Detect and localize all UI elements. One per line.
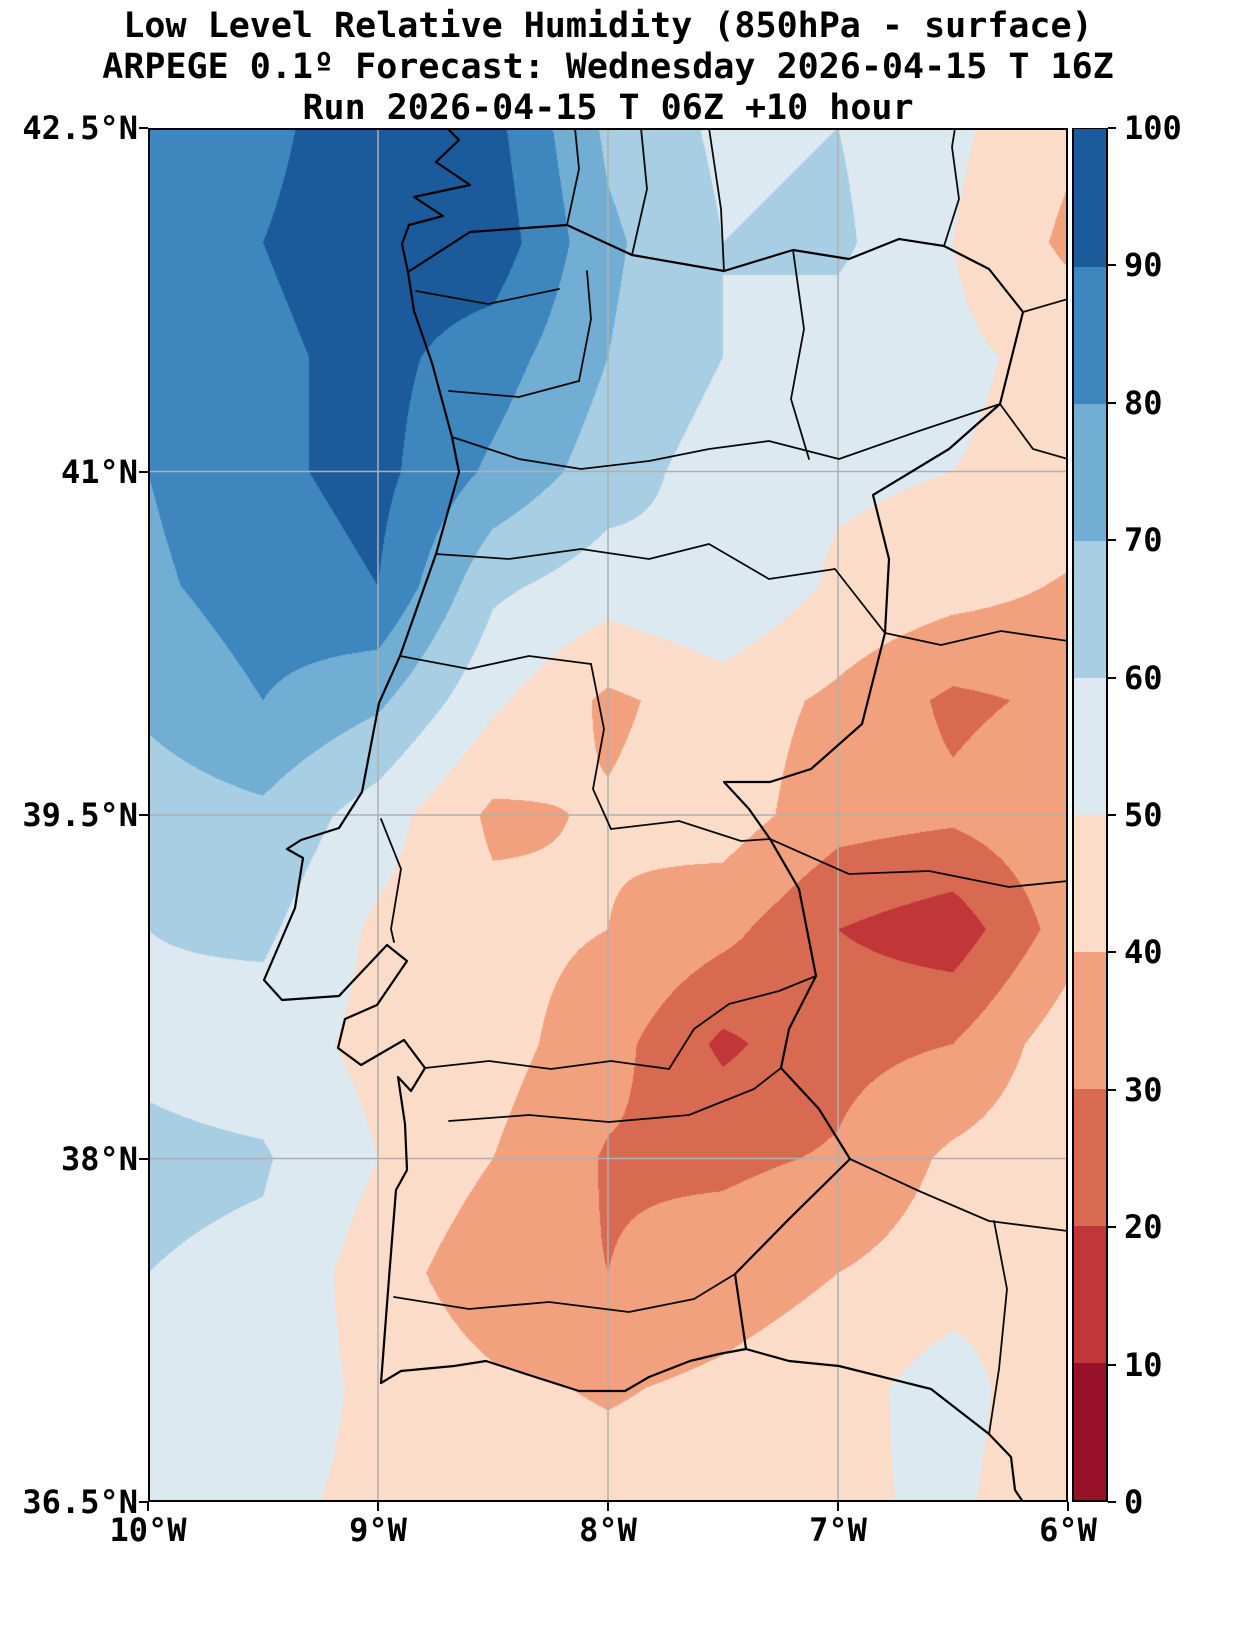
y-axis-tick-label: 39.5°N [22,796,138,834]
colorbar-segment [1074,129,1106,267]
x-axis-tick-label: 6°W [1039,1511,1097,1549]
colorbar-tick-label: 60 [1124,658,1163,697]
colorbar-tick-label: 80 [1124,383,1163,422]
map-plot [148,128,1068,1502]
x-axis-tick [837,1502,839,1511]
colorbar-tick [1108,951,1116,954]
y-axis-tick-label: 38°N [60,1139,138,1178]
colorbar [1072,128,1108,1502]
colorbar-segment [1074,1225,1106,1363]
chart-forecast-subtitle: ARPEGE 0.1º Forecast: Wednesday 2026-04-… [102,47,1114,87]
colorbar-tick [1108,1088,1116,1091]
country-border-path [406,223,1025,1351]
y-axis-tick [139,1157,148,1160]
y-axis-tick [139,1501,148,1503]
x-axis-tick-label: 8°W [579,1511,637,1549]
colorbar-segment [1074,403,1106,541]
colorbar-tick [1108,264,1116,267]
colorbar-segment [1074,677,1106,815]
colorbar-tick-label: 70 [1124,521,1163,560]
colorbar-tick [1108,1501,1116,1503]
colorbar-tick-label: 20 [1124,1208,1163,1247]
colorbar-segment [1074,1088,1106,1226]
colorbar-tick-label: 50 [1124,796,1163,834]
x-axis-tick-label: 10°W [109,1511,187,1549]
coastline-path [262,128,1025,1502]
colorbar-tick [1108,401,1116,404]
y-axis-tick-label: 41°N [60,452,138,491]
colorbar-tick-label: 10 [1124,1345,1163,1384]
basemap-overlay [148,128,1068,1502]
colorbar-tick [1108,539,1116,542]
colorbar-tick [1108,1226,1116,1229]
colorbar-segment [1074,814,1106,952]
colorbar-segment [1074,540,1106,678]
colorbar-tick [1108,676,1116,679]
x-axis-tick [147,1502,149,1511]
colorbar-tick-label: 30 [1124,1070,1163,1109]
colorbar-tick [1108,1363,1116,1366]
x-axis-tick-label: 7°W [809,1511,867,1549]
x-axis-tick [607,1502,609,1511]
colorbar-tick-label: 0 [1124,1483,1144,1521]
colorbar-tick-label: 100 [1124,109,1182,147]
y-axis-tick [139,470,148,473]
colorbar-segment [1074,951,1106,1089]
colorbar-segment [1074,1362,1106,1500]
y-axis-tick-label: 42.5°N [22,109,138,147]
colorbar-tick-label: 40 [1124,933,1163,972]
colorbar-segment [1074,266,1106,404]
colorbar-tick [1108,814,1116,816]
colorbar-tick-label: 90 [1124,246,1163,285]
colorbar-tick [1108,127,1116,129]
x-axis-tick [1067,1502,1069,1511]
chart-title: Low Level Relative Humidity (850hPa - su… [123,6,1093,46]
y-axis-tick [139,814,148,816]
map-frame [148,128,1068,1502]
x-axis-tick [377,1502,379,1511]
district-boundaries [380,128,1068,1435]
grid-lines [148,128,1068,1502]
x-axis-tick-label: 9°W [349,1511,407,1549]
chart-run-subtitle: Run 2026-04-15 T 06Z +10 hour [302,88,914,128]
y-axis-tick [139,127,148,129]
y-axis-tick-label: 36.5°N [22,1483,138,1521]
